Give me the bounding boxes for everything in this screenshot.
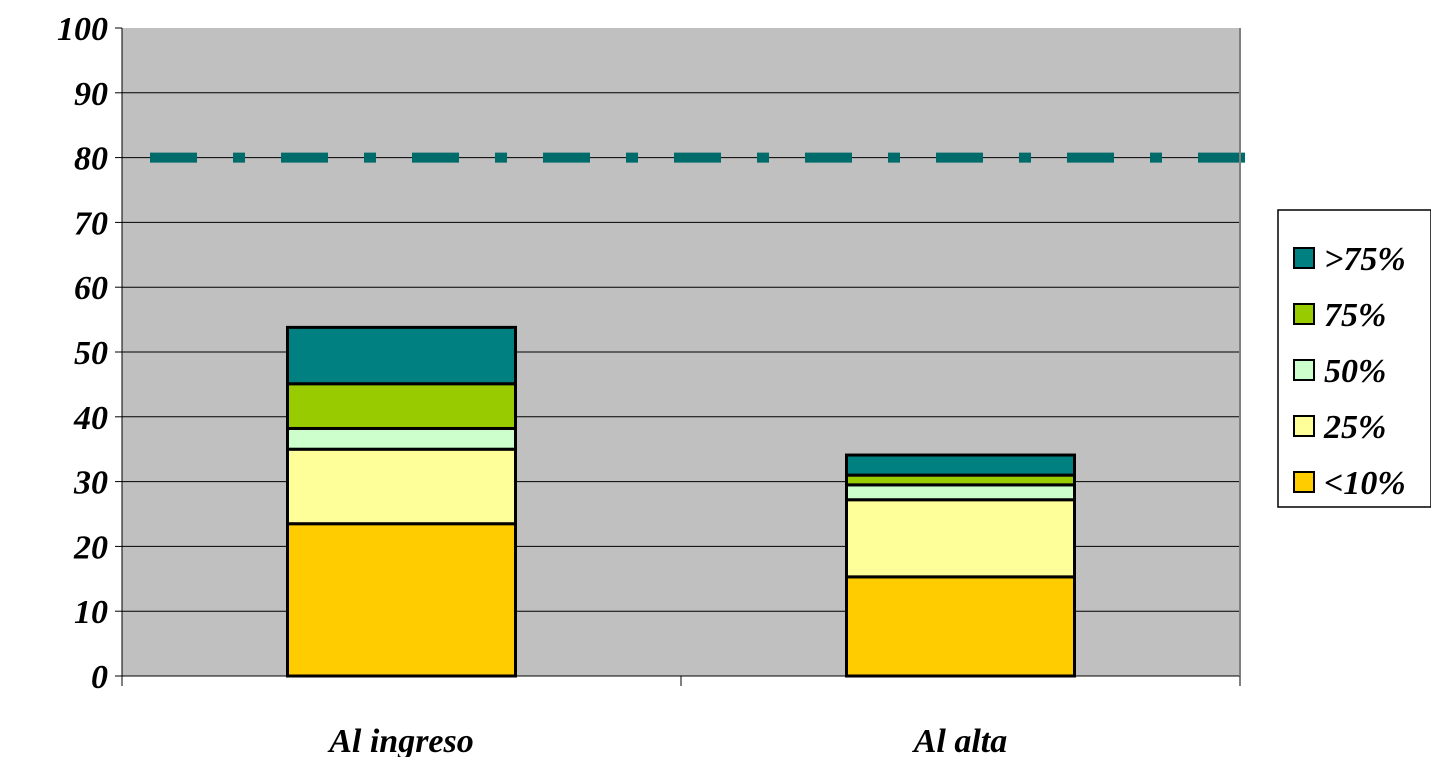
legend-label: 50% — [1324, 353, 1386, 390]
legend-swatch — [1293, 415, 1315, 437]
legend-swatch — [1293, 247, 1315, 269]
bar-segment — [286, 522, 517, 678]
legend-swatch — [1293, 471, 1315, 493]
y-tick-label: 70 — [74, 205, 108, 242]
x-axis-category-labels: Al ingreso Al alta — [327, 723, 1007, 757]
bar-segment — [286, 447, 517, 526]
y-axis-tick-labels: 0 10 20 30 40 50 60 70 80 90 100 — [57, 11, 108, 696]
x-category-label: Al ingreso — [327, 723, 474, 757]
y-tick-label: 20 — [73, 529, 108, 566]
bar-segment — [845, 453, 1076, 477]
legend: >75% 75% 50% 25% <10% — [1277, 209, 1431, 508]
legend-label: 75% — [1324, 297, 1386, 334]
bar-segment — [286, 382, 517, 430]
axes — [121, 28, 1241, 686]
legend-label: 25% — [1323, 409, 1386, 446]
y-tick-label: 60 — [74, 270, 108, 307]
y-tick-label: 100 — [57, 11, 108, 48]
x-category-label: Al alta — [912, 723, 1008, 757]
y-tick-label: 10 — [74, 594, 108, 631]
bar-segment — [845, 498, 1076, 579]
y-tick-label: 80 — [74, 141, 108, 178]
legend-swatch — [1293, 303, 1315, 325]
bar-segment — [286, 325, 517, 386]
bars — [286, 325, 1076, 678]
y-tick-label: 0 — [91, 659, 108, 696]
bar-segment — [286, 426, 517, 451]
legend-label: >75% — [1324, 241, 1406, 278]
legend-swatch — [1293, 359, 1315, 381]
legend-label: <10% — [1324, 465, 1406, 502]
y-tick-label: 90 — [74, 76, 108, 113]
y-tick-label: 40 — [73, 400, 108, 437]
bar-segment — [845, 483, 1076, 502]
y-tick-label: 30 — [73, 465, 108, 502]
y-tick-label: 50 — [74, 335, 108, 372]
bar-segment — [845, 575, 1076, 678]
